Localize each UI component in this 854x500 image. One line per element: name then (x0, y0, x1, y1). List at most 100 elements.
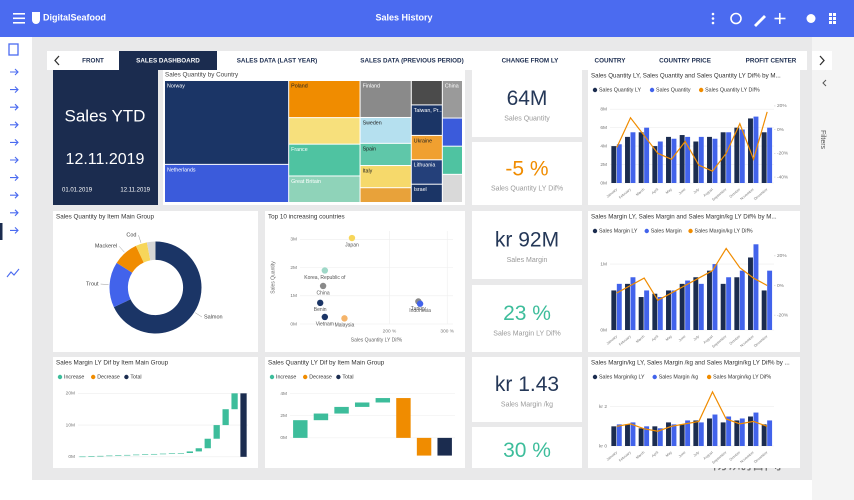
filters-pane[interactable] (812, 37, 854, 500)
kpi-value: 23 % (503, 302, 551, 325)
bar (739, 418, 745, 446)
ytd-to: 12.11.2019 (120, 188, 150, 194)
tab[interactable]: SALES DASHBOARD (136, 58, 200, 65)
waterfall-bar (354, 402, 370, 407)
point (319, 282, 327, 290)
tab[interactable]: SALES DATA (PREVIOUS PERIOD) (360, 58, 463, 65)
y-tick-label: 8M (600, 106, 607, 112)
tab-prev[interactable] (54, 55, 60, 66)
tab[interactable]: COUNTRY PRICE (659, 58, 711, 65)
y2-tick-label: 20% (777, 253, 787, 259)
leader-line (138, 235, 142, 243)
filters-label[interactable]: Filters (819, 130, 826, 150)
legend-label: Decrease (309, 374, 332, 380)
waterfall-bar (115, 455, 122, 456)
x-tick-label: August (703, 187, 714, 197)
line (616, 111, 768, 172)
kpi-label: Sales Quantity (504, 115, 550, 122)
bar (611, 426, 617, 446)
y2-tick-label: 0% (777, 283, 785, 289)
bar (707, 418, 712, 446)
x-tick-label: April (651, 334, 659, 342)
legend-swatch (57, 374, 63, 380)
bar (720, 283, 726, 330)
x-tick-label: May (665, 187, 673, 195)
x-tick-label: October (729, 450, 742, 462)
toolbar-icons[interactable] (711, 12, 836, 27)
bar (712, 138, 718, 183)
chart-title: Sales Margin LY Dif by Item Main Group (56, 360, 169, 367)
treemap-label: Great Britain (291, 179, 321, 185)
sidebar-arrow (10, 174, 19, 181)
line (616, 247, 768, 302)
treemap-label: Ukraine (414, 138, 432, 144)
bar (630, 277, 636, 330)
bar (644, 127, 650, 183)
treemap-cell (442, 118, 462, 146)
bar (720, 422, 726, 446)
bar (712, 414, 718, 446)
x-tick-label: April (651, 187, 659, 195)
treemap-cell (411, 135, 442, 160)
bar (638, 428, 644, 446)
legend-swatch (592, 374, 598, 380)
bar (761, 424, 767, 446)
kpi-label: Sales Quantity LY Dif% (491, 186, 563, 193)
tab[interactable]: COUNTRY (595, 58, 627, 65)
point (416, 300, 424, 307)
slice-label: Trout (86, 281, 99, 287)
waterfall-bar (204, 438, 211, 449)
bar (611, 146, 617, 183)
treemap-cell (411, 105, 442, 135)
bar (707, 270, 712, 330)
legend-swatch (706, 374, 712, 380)
chart-title: Sales Quantity LY Dif by Item Main Group (268, 360, 385, 367)
treemap-cell (360, 81, 411, 117)
tile (472, 70, 582, 137)
legend-swatch (124, 374, 129, 380)
tile (472, 142, 582, 205)
waterfall-bar (141, 454, 149, 455)
bar (679, 283, 685, 330)
point-label: Turkey (411, 306, 427, 312)
ytd-date: 12.11.2019 (66, 151, 145, 168)
slice-label: Cod (126, 233, 136, 239)
y-tick-label: 10M (66, 422, 75, 428)
waterfall-bar (231, 393, 238, 410)
active-tab[interactable] (119, 51, 217, 70)
tab[interactable]: CHANGE FROM LY (502, 58, 560, 65)
bar (652, 426, 658, 446)
legend-label: Sales Margin LY (599, 228, 638, 234)
x-axis-title: Sales Quantity LY Dif% (351, 337, 403, 343)
legend-swatch (592, 87, 598, 93)
x-tick-label: 200 % (383, 328, 397, 334)
treemap-cell (442, 81, 462, 118)
tab[interactable]: PROFIT CENTER (746, 58, 797, 65)
waterfall-bar (375, 398, 391, 403)
waterfall-bar (293, 420, 308, 438)
x-tick-label: June (678, 334, 687, 342)
tab[interactable]: SALES DATA (LAST YEAR) (237, 58, 318, 65)
sidebar-arrow (10, 209, 19, 217)
logo-icon (32, 12, 40, 24)
bar (616, 424, 622, 446)
tab[interactable]: FRONT (82, 58, 104, 65)
bar (644, 290, 650, 330)
bar (739, 129, 745, 183)
x-tick-label: 300 % (440, 328, 454, 334)
tab-next[interactable] (819, 55, 825, 66)
chart-title: Sales Quantity LY, Sales Quantity and Sa… (591, 73, 781, 80)
waterfall-bar (186, 451, 193, 454)
waterfall-bar (240, 393, 247, 457)
bar (753, 412, 759, 446)
menu-icon[interactable] (13, 13, 25, 24)
x-tick-label: May (665, 334, 673, 342)
x-tick-label: July (693, 334, 701, 341)
legend-label: Decrease (97, 374, 120, 380)
waterfall-bar (313, 413, 329, 421)
logo: DigitalSeafood (43, 12, 106, 22)
tab-next-box[interactable] (812, 51, 832, 70)
bar (761, 290, 767, 330)
